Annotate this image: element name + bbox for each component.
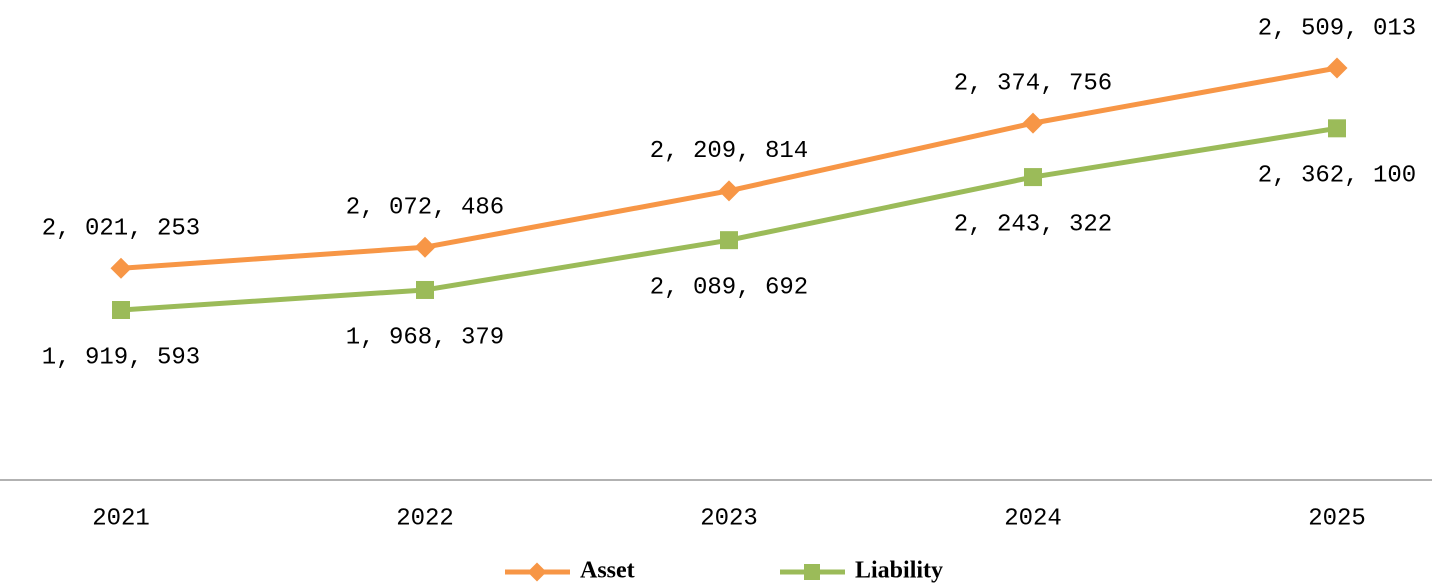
data-label: 2, 072, 486	[346, 195, 504, 222]
marker	[112, 301, 130, 319]
x-tick-label: 2023	[700, 505, 758, 532]
data-label: 1, 968, 379	[346, 324, 504, 351]
data-label: 2, 362, 100	[1258, 163, 1416, 190]
data-label: 2, 089, 692	[650, 275, 808, 302]
legend-marker	[804, 564, 820, 580]
legend-label: Asset	[580, 558, 635, 584]
data-label: 2, 243, 322	[954, 211, 1112, 238]
marker	[1022, 112, 1044, 134]
marker	[1024, 168, 1042, 187]
marker	[1326, 57, 1348, 79]
data-label: 2, 021, 253	[42, 216, 200, 243]
data-label: 2, 374, 756	[954, 70, 1112, 97]
data-label: 1, 919, 593	[42, 344, 200, 371]
x-tick-label: 2021	[92, 505, 150, 532]
x-tick-label: 2024	[1004, 505, 1062, 532]
marker	[720, 231, 738, 250]
marker	[414, 236, 436, 258]
marker	[416, 280, 434, 299]
marker	[1328, 119, 1346, 138]
marker	[718, 180, 740, 202]
data-label: 2, 209, 814	[650, 138, 808, 165]
data-label: 2, 509, 013	[1258, 15, 1416, 42]
marker	[110, 257, 132, 279]
x-tick-label: 2025	[1308, 505, 1366, 532]
legend-marker	[527, 562, 547, 582]
x-tick-label: 2022	[396, 505, 454, 532]
legend-label: Liability	[855, 558, 943, 584]
